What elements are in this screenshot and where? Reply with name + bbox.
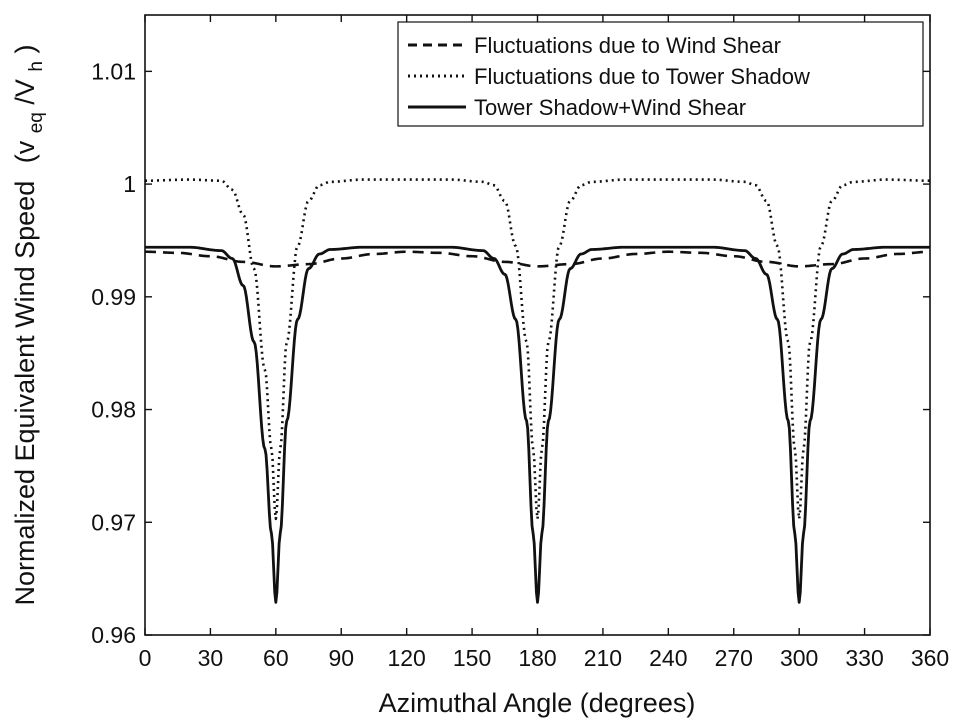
x-tick-label: 360 (911, 645, 949, 671)
x-tick-label: 270 (715, 645, 753, 671)
x-tick-label: 120 (387, 645, 425, 671)
y-tick-label: 1.01 (91, 58, 136, 84)
series-layer (144, 178, 931, 604)
y-axis-title-mid: /V (10, 79, 40, 105)
legend-label-combined: Tower Shadow+Wind Shear (474, 95, 746, 120)
legend-label-tower-shadow: Fluctuations due to Tower Shadow (474, 64, 810, 89)
legend-label-wind-shear: Fluctuations due to Wind Shear (474, 33, 781, 58)
y-axis-title: Normalized Equivalent Wind Speed (v eq /… (10, 44, 48, 605)
x-tick-label: 240 (649, 645, 687, 671)
x-tick-label: 30 (198, 645, 224, 671)
y-axis-title-sub-h: h (26, 61, 47, 72)
series-line-wind-shear (144, 250, 931, 268)
x-tick-label: 180 (518, 645, 556, 671)
x-tick-label: 0 (139, 645, 152, 671)
x-tick-label: 60 (263, 645, 289, 671)
y-tick-label: 0.99 (91, 284, 136, 310)
legend-box (397, 21, 924, 127)
x-tick-label: 300 (780, 645, 818, 671)
y-tick-label: 0.97 (91, 509, 136, 535)
y-tick-label: 0.98 (91, 397, 136, 423)
ticks-layer: 0 30 60 90 120 150 180 210 240 270 300 330 360 0.96 0.… (91, 15, 949, 671)
y-axis-title-main: Normalized Equivalent Wind Speed (10, 181, 40, 606)
x-tick-label: 210 (584, 645, 622, 671)
x-axis-title: Azimuthal Angle (degrees) (379, 688, 696, 718)
y-axis-title-close: ) (10, 44, 40, 53)
y-axis-title-open: (v (10, 140, 40, 163)
x-tick-label: 330 (845, 645, 883, 671)
y-tick-label: 1 (123, 171, 136, 197)
x-tick-label: 150 (453, 645, 491, 671)
y-tick-label: 0.96 (91, 622, 136, 648)
series-line-combined (144, 245, 931, 604)
series-line-tower-shadow (144, 178, 931, 521)
legend: Fluctuations due to Wind Shear Fluctuati… (397, 21, 924, 127)
x-tick-label: 90 (328, 645, 354, 671)
y-axis-title-sub-eq: eq (26, 112, 47, 133)
